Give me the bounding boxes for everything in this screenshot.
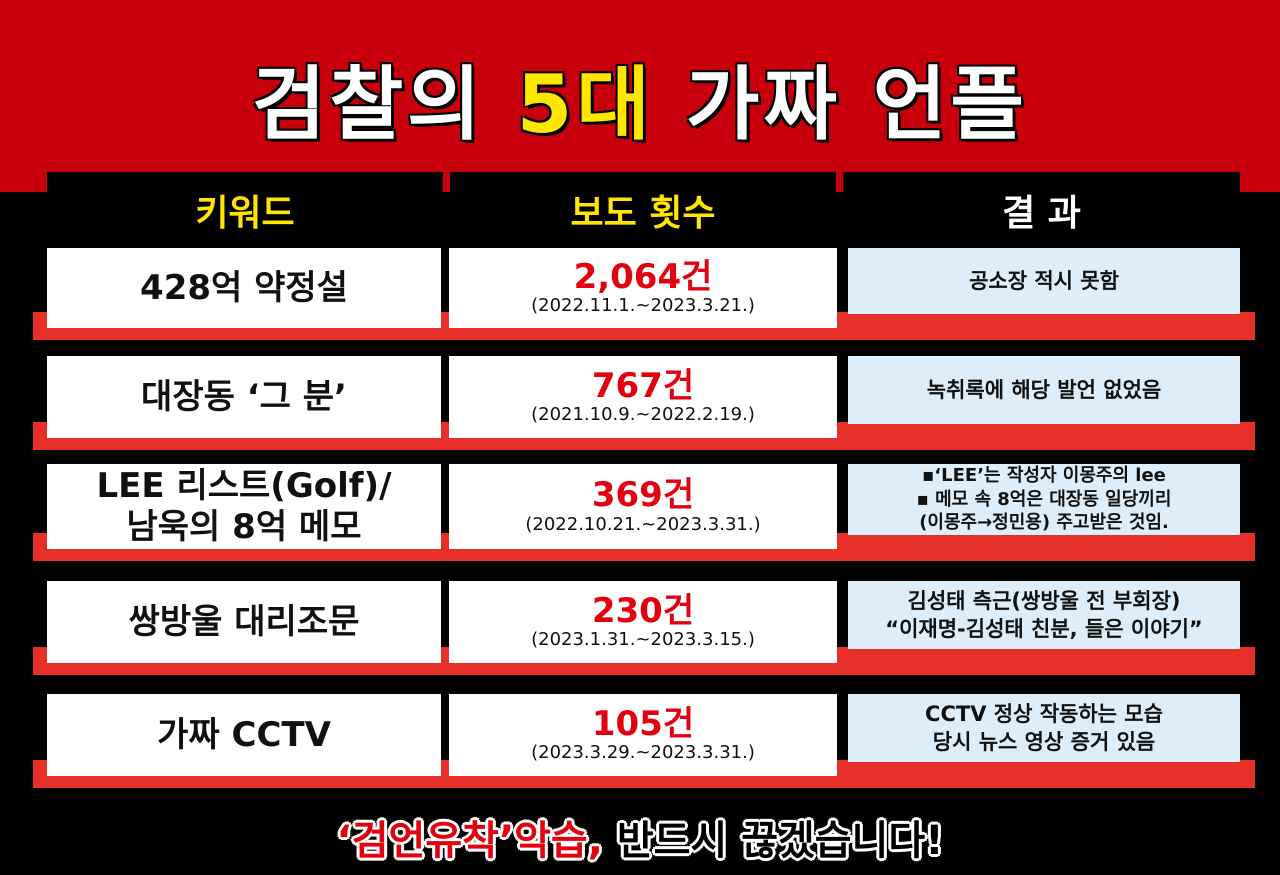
count-cell: 230건 (2023.1.31.~2023.3.15.) [449, 581, 837, 663]
keyword-cell: 쌍방울 대리조문 [47, 581, 441, 663]
result-cell: 녹취록에 해당 발언 없었음 [848, 356, 1240, 424]
keyword-line: 남욱의 8억 메모 [126, 506, 362, 547]
footer-text: 반드시 끊겠습니다! [602, 818, 944, 864]
count-value: 2,064건 [573, 256, 713, 297]
count-value: 230건 [591, 590, 695, 631]
keyword-cell: 대장동 ‘그 분’ [47, 356, 441, 438]
keyword-line: 대장동 ‘그 분’ [141, 376, 347, 417]
result-cell: 공소장 적시 못함 [848, 248, 1240, 314]
count-cell: 369건 (2022.10.21.~2023.3.31.) [449, 464, 837, 549]
result-cell: 김성태 측근(쌍방울 전 부회장) “이재명-김성태 친분, 들은 이야기” [848, 581, 1240, 649]
title-part2: 가짜 언플 [653, 58, 1029, 151]
count-cell: 105건 (2023.3.29.~2023.3.31.) [449, 694, 837, 776]
result-line: ▪‘LEE’는 작성자 이몽주의 lee [922, 465, 1166, 487]
keyword-cell: LEE 리스트(Golf)/남욱의 8억 메모 [47, 464, 441, 549]
result-line: 김성태 측근(쌍방울 전 부회장) [907, 588, 1181, 613]
count-value: 369건 [591, 475, 695, 516]
footer-red-text: ‘검언유착’악습, [336, 818, 603, 864]
count-value: 767건 [591, 365, 695, 406]
result-line: 녹취록에 해당 발언 없었음 [926, 377, 1162, 402]
keyword-line: 428억 약정설 [140, 267, 348, 308]
header-keyword: 키워드 [47, 172, 443, 248]
keyword-line: 가짜 CCTV [157, 714, 331, 755]
count-period: (2023.1.31.~2023.3.15.) [531, 629, 755, 651]
keyword-cell: 428억 약정설 [47, 248, 441, 328]
result-line: 당시 뉴스 영상 증거 있음 [932, 730, 1156, 754]
result-line: ▪ 메모 속 8억은 대장동 일당끼리 [916, 488, 1172, 510]
result-line: CCTV 정상 작동하는 모습 [925, 701, 1163, 726]
keyword-line: 쌍방울 대리조문 [128, 601, 360, 642]
page-title: 검찰의 5대 가짜 언플 [0, 40, 1280, 156]
count-period: (2022.11.1.~2023.3.21.) [531, 295, 755, 317]
count-cell: 767건 (2021.10.9.~2022.2.19.) [449, 356, 837, 438]
header-result: 결 과 [843, 172, 1240, 248]
count-value: 105건 [591, 703, 695, 744]
header-count: 보도 횟수 [450, 172, 836, 248]
footer-slogan: ‘검언유착’악습, 반드시 끊겠습니다! [0, 808, 1280, 866]
count-cell: 2,064건 (2022.11.1.~2023.3.21.) [449, 248, 837, 328]
result-line: 공소장 적시 못함 [969, 268, 1119, 293]
result-line: “이재명-김성태 친분, 들은 이야기” [885, 617, 1203, 641]
title-highlight: 5대 [516, 58, 654, 151]
keyword-line: LEE 리스트(Golf)/ [96, 465, 392, 506]
result-line: (이몽주→정민용) 주고받은 것임. [919, 512, 1169, 534]
title-part1: 검찰의 [251, 58, 517, 151]
count-period: (2021.10.9.~2022.2.19.) [531, 404, 755, 426]
count-period: (2023.3.29.~2023.3.31.) [531, 742, 755, 764]
keyword-cell: 가짜 CCTV [47, 694, 441, 776]
count-period: (2022.10.21.~2023.3.31.) [525, 513, 761, 535]
title-banner [0, 0, 1280, 192]
result-cell: ▪‘LEE’는 작성자 이몽주의 lee ▪ 메모 속 8억은 대장동 일당끼리(… [848, 464, 1240, 535]
